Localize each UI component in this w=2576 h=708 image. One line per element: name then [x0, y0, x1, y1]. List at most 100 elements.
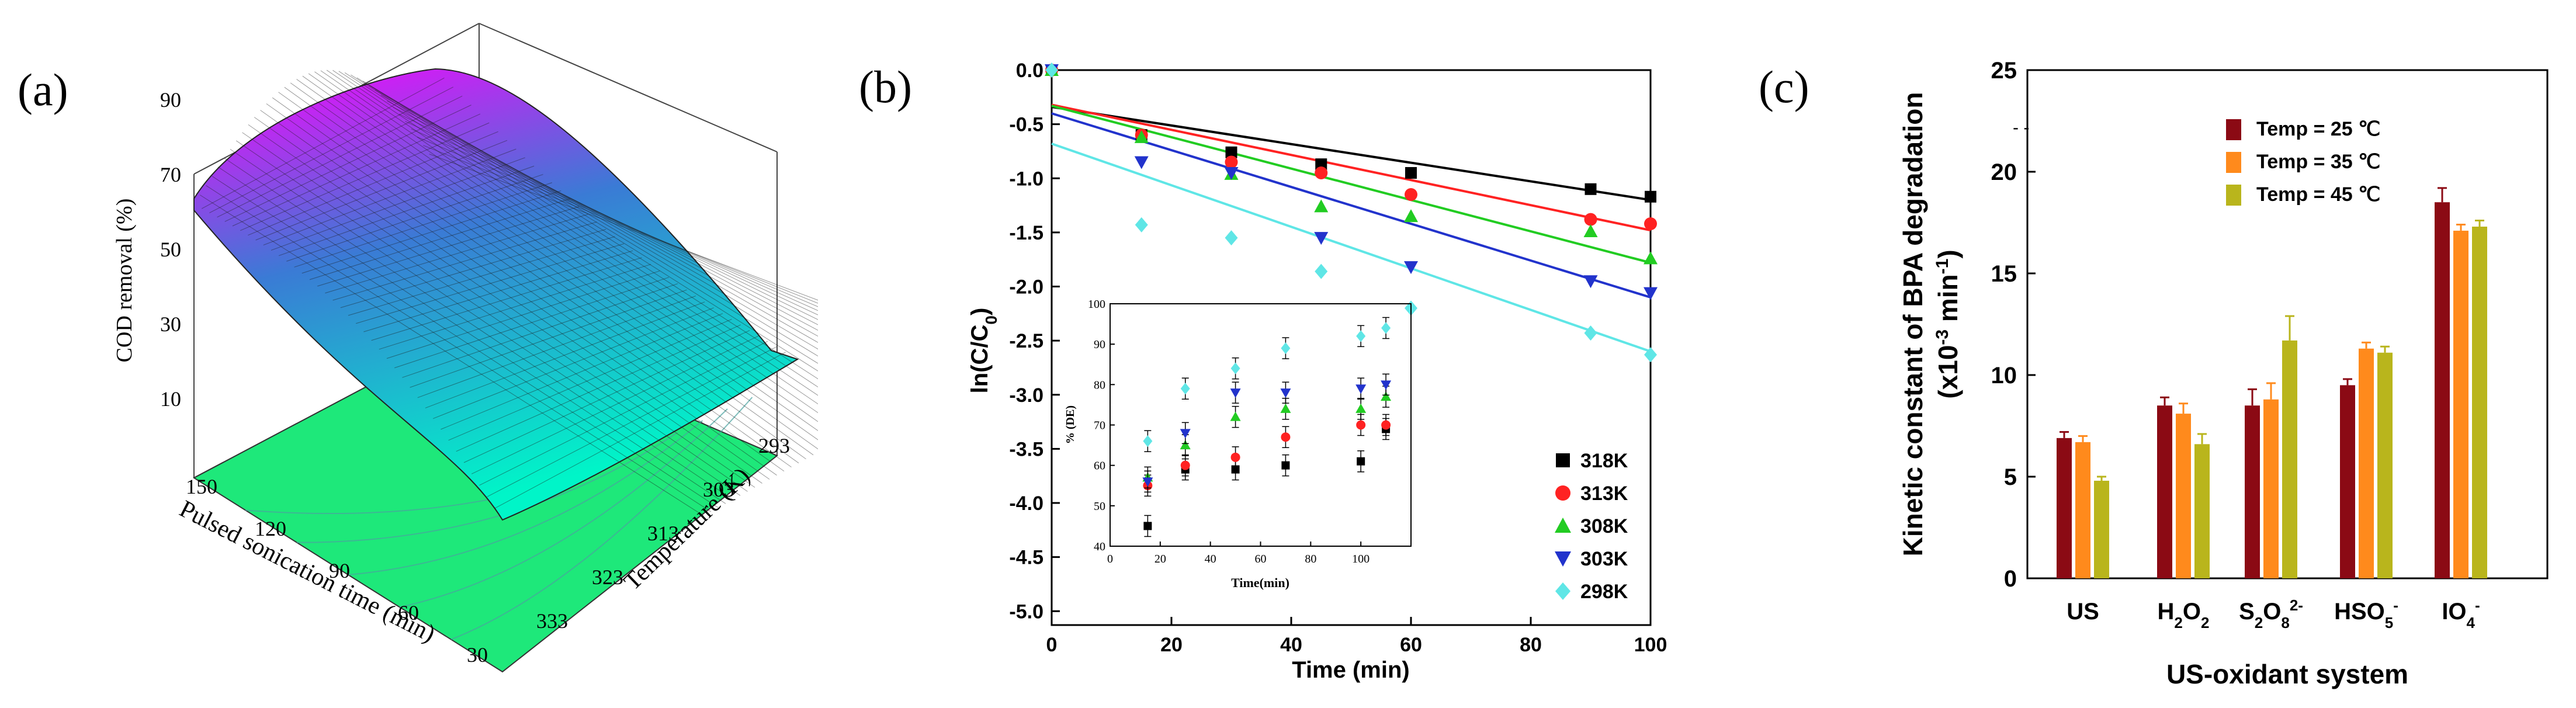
- floor-contour-line: [348, 420, 703, 575]
- point-313K: [1584, 213, 1597, 226]
- inset-y-tick-label: 60: [1094, 460, 1105, 473]
- mesh-line: [279, 165, 535, 256]
- point-318K: [1315, 158, 1327, 171]
- mesh-line: [290, 82, 814, 456]
- y-tick-label: 5: [2004, 464, 2017, 490]
- y-label-main: ln(C/C: [967, 325, 993, 394]
- mesh-line: [255, 140, 508, 241]
- y-tick-label: -4.0: [1009, 492, 1043, 515]
- legend-marker-303K: [1555, 551, 1571, 567]
- y-tick-label: 25: [1991, 58, 2017, 84]
- inset-point-308K: [1280, 403, 1291, 413]
- y-tick-label: 303: [703, 478, 734, 501]
- category-label-part: O: [2183, 599, 2201, 624]
- surface-ticks: 10 30 50 70 90 150 120 90 60 30 333 323 313 303 293: [160, 88, 790, 667]
- fit-line-318K: [1051, 106, 1651, 202]
- inset-frame: [1110, 303, 1412, 547]
- inset-point-313K: [1356, 420, 1366, 430]
- inset-ticks: 40 50 60 70 80 90 100 0 20 40 60 80 100: [1088, 298, 1370, 565]
- surface-plot-svg: 10 30 50 70 90 150 120 90 60 30 333 323 313 303 293 (a…: [18, 23, 818, 673]
- z-tick-label: 50: [160, 238, 181, 261]
- inset-point-318K: [1143, 522, 1152, 530]
- inset-point-298K: [1356, 330, 1366, 342]
- y-axis-label-line1: Kinetic constant of BPA degradation: [1898, 92, 1928, 557]
- point-298K: [1225, 230, 1238, 246]
- bar-0-0: [2057, 438, 2072, 578]
- mesh-line: [200, 195, 704, 516]
- z-axis-label: COD removal (%): [112, 199, 137, 363]
- main-ticks: 0.0 -0.5 -1.0 -1.5 -2.0 -2.5 -3.0 -3.5 -4.0 -4.5 -…: [1009, 60, 1667, 656]
- y-tick-label: -2.5: [1009, 330, 1043, 352]
- inset-x-tick-label: 60: [1255, 553, 1267, 565]
- mesh-line: [332, 70, 818, 396]
- bar-4-0: [2435, 202, 2450, 578]
- mesh-line: [248, 131, 498, 236]
- y-axis-label: ln(C/C0): [967, 308, 1000, 394]
- mesh-line: [296, 79, 818, 450]
- panel-label-c: (c): [1759, 61, 1809, 112]
- inset-point-308K: [1230, 411, 1241, 421]
- legend-label: Temp = 35 ℃: [2256, 151, 2380, 173]
- point-298K: [1584, 325, 1597, 341]
- mesh-line: [348, 236, 615, 316]
- floor-contour-line: [399, 408, 728, 608]
- mesh-line: [340, 229, 606, 308]
- category-label-part: S: [2239, 599, 2255, 624]
- fit-line-313K: [1051, 103, 1651, 232]
- legend-swatch: [2226, 185, 2241, 206]
- y-tick-label: 0.0: [1016, 60, 1043, 82]
- bar-legend: Temp = 25 ℃ Temp = 35 ℃ Temp = 45 ℃: [2226, 118, 2380, 206]
- mesh-line: [240, 122, 490, 231]
- y-tick-label: -4.5: [1009, 547, 1043, 569]
- inset-y-tick-label: 100: [1088, 298, 1105, 311]
- point-303K: [1314, 232, 1329, 245]
- mesh-line: [263, 148, 516, 246]
- mesh-line: [363, 250, 633, 332]
- inset-plot: 40 50 60 70 80 90 100 0 20 40 60 80 100 Time(min) % …: [1064, 298, 1412, 590]
- panel-c-bar-chart: (c) - - 0 5 10 15 20 25 US H2O2 S2O82- HSO5- IO4-…: [1741, 0, 2576, 708]
- mesh-line: [326, 70, 818, 405]
- mesh-line: [325, 214, 588, 294]
- response-surface: [193, 68, 799, 521]
- stray-mark: - -: [2013, 118, 2029, 137]
- y-tick-label: 313: [647, 522, 679, 545]
- y-tick-label: 323: [592, 565, 623, 589]
- y-tick-label: -0.5: [1009, 114, 1043, 136]
- point-308K: [1583, 224, 1598, 238]
- category-label-part: HSO: [2334, 599, 2385, 624]
- mesh-line: [242, 132, 755, 488]
- mesh-line: [314, 71, 818, 422]
- mesh-line: [206, 185, 712, 512]
- inset-point-303K: [1280, 388, 1291, 398]
- inset-point-318K: [1357, 457, 1365, 466]
- mesh-line: [218, 166, 726, 504]
- mesh-line: [356, 77, 818, 364]
- legend-label: Temp = 25 ℃: [2256, 118, 2380, 140]
- mesh-line: [278, 92, 799, 464]
- mesh-line: [284, 86, 806, 460]
- y-tick-label: 0: [2004, 566, 2017, 592]
- inset-point-298K: [1143, 435, 1153, 447]
- z-tick-label: 90: [160, 88, 181, 112]
- mesh-line: [260, 110, 777, 476]
- inset-y-tick-label: 90: [1094, 338, 1105, 351]
- mesh-line: [487, 346, 777, 497]
- inset-point-298K: [1281, 342, 1291, 355]
- bar-1-1: [2176, 414, 2191, 578]
- mesh-line: [338, 71, 818, 388]
- inset-point-303K: [1230, 388, 1241, 398]
- legend-label: 308K: [1580, 515, 1628, 537]
- bar-2-2: [2282, 340, 2297, 578]
- mesh-line: [212, 176, 719, 508]
- inset-x-tick-label: 0: [1107, 553, 1113, 565]
- inset-y-tick-label: 80: [1094, 379, 1105, 391]
- inset-x-tick-label: 40: [1205, 553, 1216, 565]
- fit-line-303K: [1051, 112, 1651, 299]
- data-points: [1045, 63, 1658, 363]
- inset-point-308K: [1355, 403, 1367, 413]
- category-label: IO4-: [2442, 596, 2480, 631]
- inset-point-308K: [1180, 440, 1191, 450]
- legend-label: 318K: [1580, 450, 1628, 472]
- x-tick-label: 90: [329, 559, 350, 582]
